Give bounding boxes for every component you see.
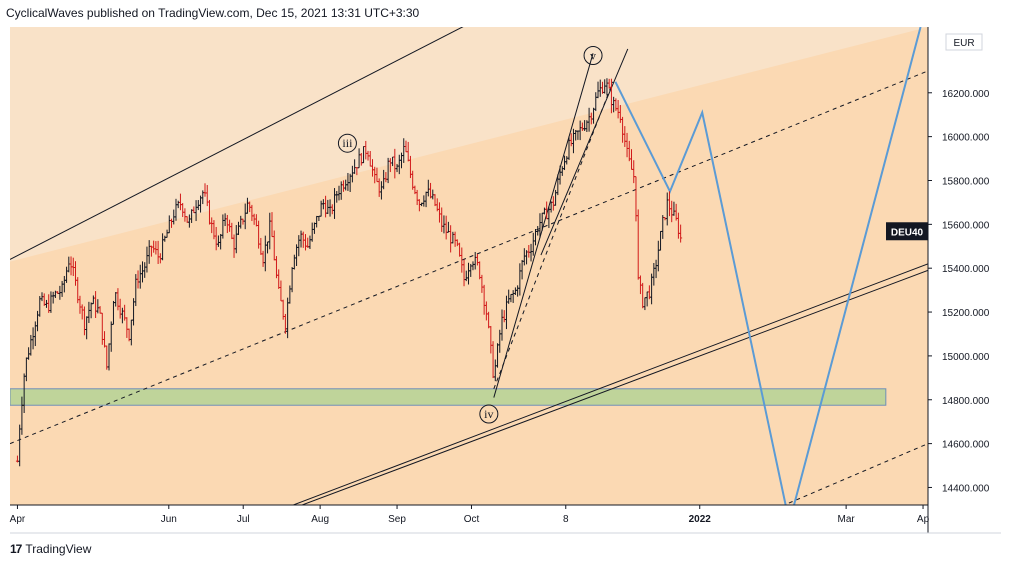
price-tick-label: 15400.000 xyxy=(942,264,990,275)
lower-channel-line-1[interactable] xyxy=(290,263,928,506)
middle-channel-line[interactable] xyxy=(10,70,928,445)
time-tick-label: Oct xyxy=(464,514,480,525)
price-axis[interactable]: EUR 14400.000 14600.000 14800.000 15000.000 1… xyxy=(886,27,990,533)
wave-label-iii[interactable]: iii xyxy=(342,136,353,150)
footer: 17 TradingView xyxy=(10,542,91,556)
time-tick-label: Sep xyxy=(388,514,406,525)
currency-label: EUR xyxy=(953,38,974,49)
time-axis[interactable]: Apr Jun Jul Aug Sep Oct 8 2022 Mar Ap xyxy=(10,504,1001,534)
impulse-channel-right[interactable] xyxy=(540,48,629,256)
symbol-tag[interactable] xyxy=(886,222,928,241)
impulse-channel-mid[interactable] xyxy=(493,81,614,389)
time-tick-label: Jun xyxy=(161,514,177,525)
impulse-channel-left[interactable] xyxy=(493,53,594,398)
time-tick-label: Ap xyxy=(917,514,930,525)
wave-annotations: iii iv v xyxy=(337,46,603,424)
upper-channel-line[interactable] xyxy=(10,1,514,260)
price-tick-label: 14400.000 xyxy=(942,483,990,494)
currency-box xyxy=(945,33,983,51)
price-tick-label: 14800.000 xyxy=(942,396,990,407)
time-tick-label: Jul xyxy=(237,514,250,525)
support-zone[interactable] xyxy=(10,388,887,406)
wave-label-v[interactable]: v xyxy=(590,49,596,63)
price-tick-label: 15200.000 xyxy=(942,308,990,319)
publisher-line: CyclicalWaves published on TradingView.c… xyxy=(6,6,420,20)
symbol-tag-label: DEU40 xyxy=(891,227,924,238)
drawing-layer xyxy=(10,1,928,510)
wave-label-circle[interactable] xyxy=(583,46,603,66)
lower-channel-line-2[interactable] xyxy=(290,269,928,509)
wave-label-circle[interactable] xyxy=(337,133,357,153)
tradingview-logo-icon: 17 xyxy=(10,542,22,556)
price-tick-label: 14600.000 xyxy=(942,440,990,451)
time-tick-label: Aug xyxy=(311,514,329,525)
wave-label-circle[interactable] xyxy=(479,404,499,424)
time-tick-label: Apr xyxy=(10,514,26,525)
projection-path[interactable] xyxy=(614,27,922,509)
candles-layer xyxy=(15,78,683,467)
price-tick-label: 15600.000 xyxy=(942,220,990,231)
publisher-header: CyclicalWaves published on TradingView.c… xyxy=(6,6,419,20)
time-tick-label: 2022 xyxy=(689,514,712,525)
lower-dashed-line[interactable] xyxy=(774,443,928,510)
price-tick-label: 16200.000 xyxy=(942,89,990,100)
price-tick-label: 16000.000 xyxy=(942,133,990,144)
channel-fill xyxy=(10,27,928,262)
price-tick-label: 15800.000 xyxy=(942,176,990,187)
wave-label-iv[interactable]: iv xyxy=(484,407,493,421)
time-tick-label: Mar xyxy=(838,514,856,525)
footer-brand: TradingView xyxy=(25,542,92,556)
price-tick-label: 15000.000 xyxy=(942,352,990,363)
time-tick-label: 8 xyxy=(563,514,569,525)
